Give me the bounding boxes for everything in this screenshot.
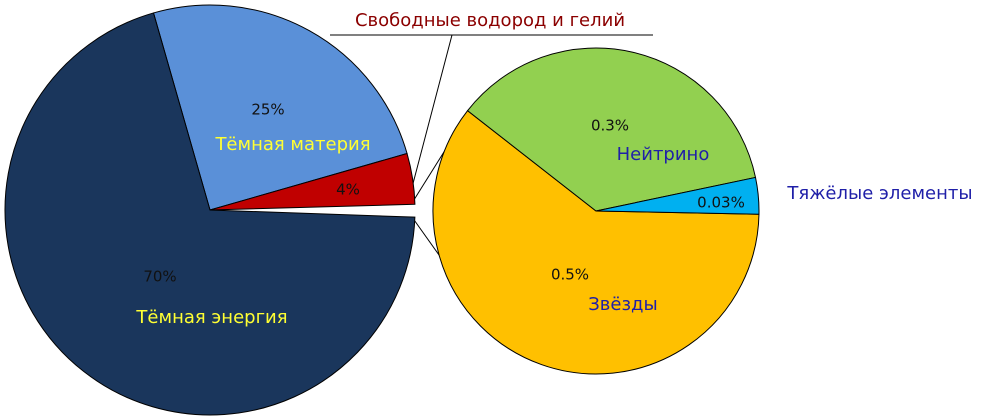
slice-percent: 70% — [143, 268, 176, 286]
slice-name: Нейтрино — [617, 144, 710, 165]
pie-slice — [4, 12, 416, 416]
slice-percent: 0.5% — [551, 266, 589, 284]
pie-slice — [152, 4, 408, 211]
pie-slice — [466, 47, 757, 212]
slice-name: Тёмная энергия — [135, 307, 287, 328]
slice-percent: 0.03% — [697, 194, 745, 212]
slice-name: Тяжёлые элементы — [786, 183, 972, 204]
callout-line — [409, 34, 453, 196]
slice-percent: 4% — [336, 181, 360, 199]
slice-name: Свободные водород и гелий — [355, 10, 625, 31]
slice-name: Звёзды — [588, 294, 657, 315]
slice-percent: 0.3% — [591, 117, 629, 135]
slice-percent: 25% — [251, 101, 284, 119]
pie-slice — [595, 176, 760, 215]
pie-slice — [209, 152, 416, 211]
slice-name: Тёмная материя — [214, 134, 370, 155]
pie-slice — [432, 109, 760, 375]
